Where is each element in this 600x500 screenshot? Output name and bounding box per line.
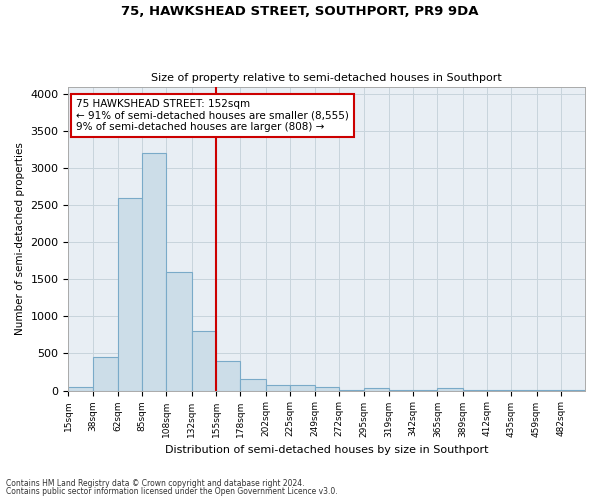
Bar xyxy=(240,380,266,390)
Bar xyxy=(166,272,192,390)
Bar xyxy=(68,387,92,390)
Bar xyxy=(290,385,315,390)
Bar xyxy=(142,154,166,390)
Bar xyxy=(364,388,389,390)
Bar xyxy=(118,198,142,390)
Text: Contains HM Land Registry data © Crown copyright and database right 2024.: Contains HM Land Registry data © Crown c… xyxy=(6,478,305,488)
Bar xyxy=(266,384,290,390)
Bar xyxy=(192,331,216,390)
Bar xyxy=(92,357,118,390)
X-axis label: Distribution of semi-detached houses by size in Southport: Distribution of semi-detached houses by … xyxy=(165,445,488,455)
Bar xyxy=(315,387,340,390)
Bar xyxy=(216,361,240,390)
Bar xyxy=(437,388,463,390)
Title: Size of property relative to semi-detached houses in Southport: Size of property relative to semi-detach… xyxy=(151,73,502,83)
Text: 75 HAWKSHEAD STREET: 152sqm
← 91% of semi-detached houses are smaller (8,555)
9%: 75 HAWKSHEAD STREET: 152sqm ← 91% of sem… xyxy=(76,98,349,132)
Y-axis label: Number of semi-detached properties: Number of semi-detached properties xyxy=(15,142,25,335)
Text: Contains public sector information licensed under the Open Government Licence v3: Contains public sector information licen… xyxy=(6,487,338,496)
Text: 75, HAWKSHEAD STREET, SOUTHPORT, PR9 9DA: 75, HAWKSHEAD STREET, SOUTHPORT, PR9 9DA xyxy=(121,5,479,18)
